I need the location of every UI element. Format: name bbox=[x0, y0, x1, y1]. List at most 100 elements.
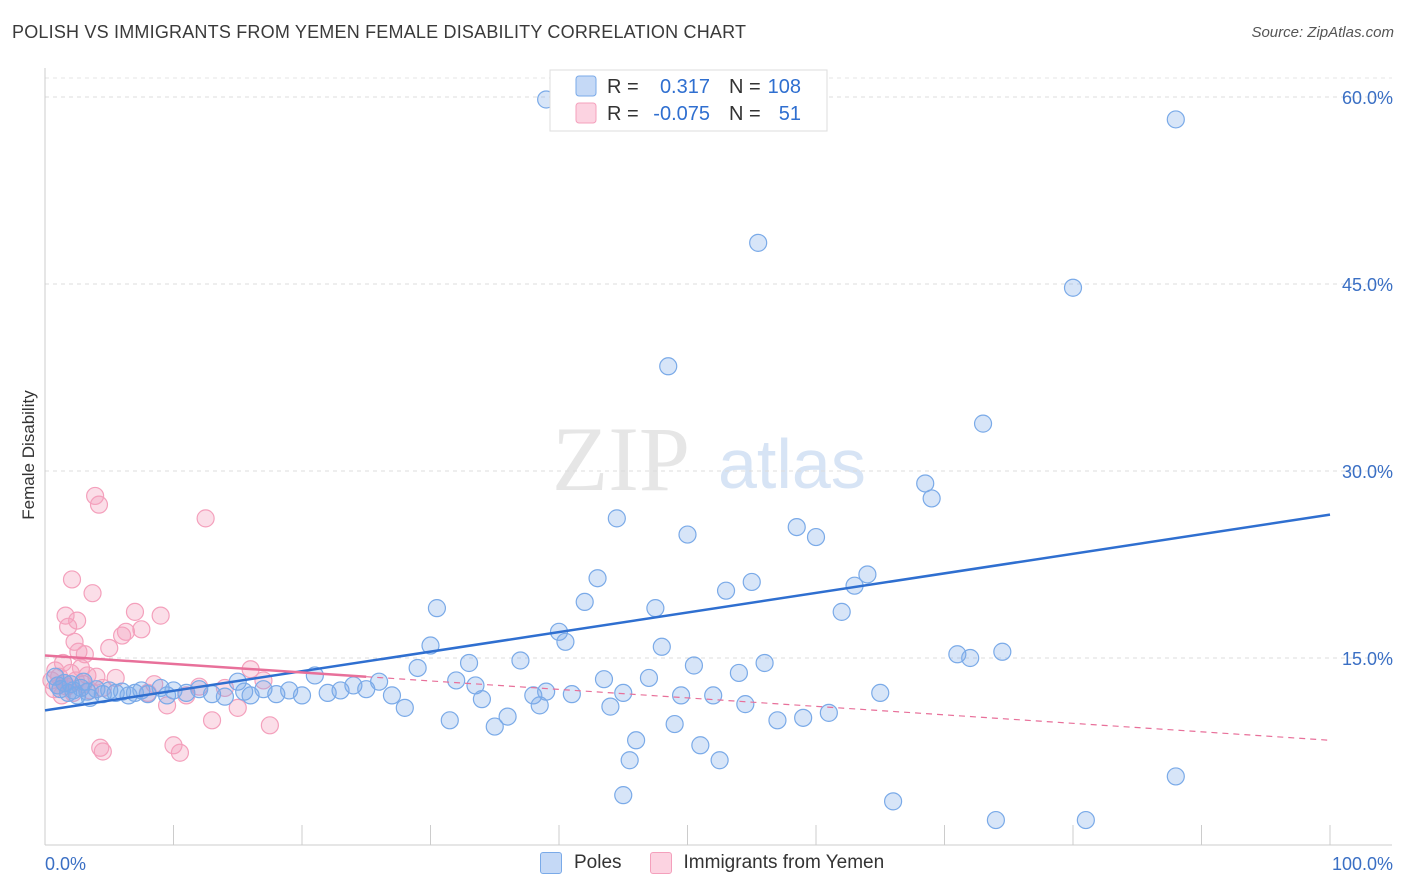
yemen-point bbox=[75, 645, 94, 664]
poles-point bbox=[537, 682, 556, 701]
poles-point bbox=[742, 572, 761, 592]
poles-point bbox=[794, 708, 813, 727]
yemen-point bbox=[170, 743, 190, 762]
stats-n-value-yemen: 51 bbox=[779, 103, 801, 125]
yemen-point bbox=[59, 617, 78, 636]
poles-point bbox=[620, 751, 639, 770]
poles-point bbox=[498, 707, 517, 726]
legend-item-poles[interactable]: Poles bbox=[540, 852, 622, 874]
poles-point bbox=[973, 414, 993, 433]
poles-point bbox=[961, 648, 980, 668]
poles-point bbox=[1076, 810, 1095, 830]
stats-r-value-poles: 0.317 bbox=[660, 76, 710, 98]
grid-lines bbox=[45, 77, 1392, 659]
yemen-trend-line-solid bbox=[44, 654, 367, 678]
poles-point bbox=[704, 686, 723, 705]
poles-point bbox=[382, 686, 402, 705]
yemen-point bbox=[132, 620, 151, 639]
poles-point bbox=[601, 697, 620, 716]
poles-point bbox=[556, 632, 575, 651]
y-tick-label: 30.0% bbox=[1342, 462, 1393, 482]
yemen-point bbox=[62, 570, 82, 589]
yemen-point bbox=[228, 698, 247, 717]
poles-point bbox=[787, 517, 806, 537]
poles-point bbox=[626, 731, 646, 750]
poles-trend-line bbox=[44, 513, 1331, 712]
legend-swatch-poles bbox=[540, 852, 562, 874]
axes bbox=[44, 68, 1392, 846]
x-tick-label-start: 0.0% bbox=[45, 854, 86, 874]
yemen-point bbox=[56, 606, 75, 625]
poles-point bbox=[729, 663, 749, 683]
legend-swatch-yemen bbox=[649, 852, 672, 874]
poles-point bbox=[922, 489, 941, 508]
yemen-point bbox=[196, 509, 215, 528]
y-tick-label: 15.0% bbox=[1342, 649, 1393, 669]
poles-point bbox=[652, 637, 671, 656]
yemen-point bbox=[157, 696, 177, 715]
poles-point bbox=[646, 599, 665, 618]
yemen-point bbox=[125, 602, 145, 621]
poles-point bbox=[305, 666, 324, 685]
stats-legend-swatch-poles bbox=[575, 75, 597, 97]
source-label: Source: ZipAtlas.com bbox=[1251, 24, 1394, 41]
poles-point bbox=[665, 714, 684, 734]
yemen-point bbox=[68, 611, 87, 630]
poles-point bbox=[871, 683, 890, 703]
stats-legend: R = 0.317 N = 108 R = -0.075 N = 51 bbox=[549, 69, 828, 132]
legend-label-yemen: Immigrants from Yemen bbox=[683, 852, 885, 873]
poles-point bbox=[639, 668, 659, 688]
poles-point bbox=[447, 671, 466, 690]
tick-labels: 15.0% 30.0% 45.0% 60.0% 0.0% 100.0% bbox=[45, 88, 1393, 874]
chart-title: POLISH VS IMMIGRANTS FROM YEMEN FEMALE D… bbox=[12, 22, 747, 42]
poles-point bbox=[562, 685, 581, 704]
watermark-atlas: atlas bbox=[718, 425, 866, 503]
poles-point bbox=[678, 525, 697, 544]
poles-point bbox=[485, 717, 504, 736]
poles-point bbox=[427, 599, 447, 618]
poles-point bbox=[659, 357, 678, 376]
poles-point bbox=[736, 695, 755, 714]
stats-r-label-poles: R = bbox=[607, 76, 639, 98]
legend-item-yemen[interactable]: Immigrants from Yemen bbox=[649, 852, 885, 874]
poles-point bbox=[806, 527, 826, 547]
yemen-point bbox=[116, 622, 136, 641]
x-tick-label-end: 100.0% bbox=[1332, 854, 1393, 874]
yemen-trend-line-dashed bbox=[366, 676, 1331, 741]
poles-point bbox=[710, 751, 729, 770]
stats-n-value-poles: 108 bbox=[768, 76, 801, 98]
yemen-point bbox=[83, 584, 102, 603]
poles-point bbox=[292, 686, 312, 705]
poles-point bbox=[819, 703, 838, 722]
yemen-point bbox=[100, 638, 119, 658]
poles-point bbox=[986, 810, 1006, 830]
yemen-point bbox=[202, 711, 222, 730]
poles-point bbox=[993, 642, 1012, 661]
yemen-point bbox=[53, 653, 73, 673]
poles-point bbox=[749, 233, 768, 252]
poles-point bbox=[511, 651, 530, 670]
yemen-point bbox=[65, 632, 84, 651]
yemen-point bbox=[93, 742, 112, 761]
poles-point bbox=[684, 656, 704, 675]
poles-point bbox=[472, 690, 491, 709]
bottom-legend: Poles Immigrants from Yemen bbox=[540, 852, 912, 874]
poles-point bbox=[459, 653, 479, 673]
poles-point bbox=[575, 592, 594, 612]
yemen-points bbox=[42, 486, 279, 762]
poles-point bbox=[832, 602, 851, 621]
stats-n-label-poles: N = bbox=[729, 76, 761, 98]
y-tick-label: 45.0% bbox=[1342, 275, 1393, 295]
poles-point bbox=[1166, 110, 1185, 129]
poles-point bbox=[614, 786, 633, 805]
poles-point bbox=[594, 670, 614, 689]
trend-lines bbox=[44, 513, 1331, 741]
poles-point bbox=[408, 658, 427, 678]
poles-point bbox=[588, 569, 607, 588]
poles-point bbox=[440, 711, 459, 730]
stats-r-label-yemen: R = bbox=[607, 103, 639, 125]
poles-point bbox=[755, 653, 774, 673]
poles-point bbox=[1063, 278, 1083, 297]
poles-point bbox=[370, 672, 389, 691]
poles-point bbox=[691, 736, 710, 755]
